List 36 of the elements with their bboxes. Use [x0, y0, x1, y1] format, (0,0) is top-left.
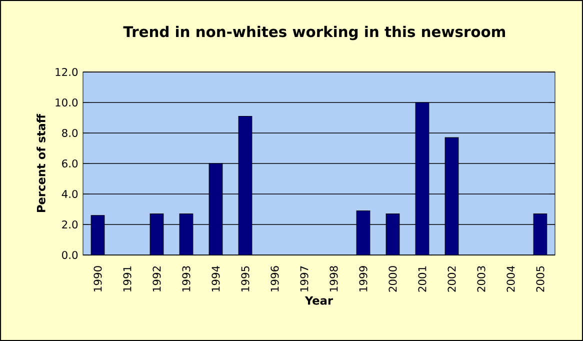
bar [533, 214, 548, 255]
x-tick-label: 1997 [300, 266, 308, 292]
x-tick-label: 1992 [152, 266, 161, 292]
x-tick-label: 2004 [506, 266, 515, 292]
y-tick-label: 0.0 [62, 250, 78, 260]
y-axis-title: Percent of staff [36, 114, 46, 212]
y-tick-label: 6.0 [62, 159, 78, 168]
x-tick-label: 2000 [388, 266, 397, 292]
x-tick-label: 2002 [448, 266, 456, 292]
y-tick-label: 8.0 [62, 128, 78, 138]
bar [208, 163, 223, 255]
bar [356, 210, 370, 255]
bar [179, 214, 194, 255]
x-tick-label: 1996 [270, 266, 279, 292]
x-tick-label: 2005 [536, 266, 544, 292]
x-tick-label: 1999 [359, 266, 368, 292]
y-tick-label: 12.0 [56, 68, 78, 76]
x-axis-title: Year [304, 296, 334, 305]
bar [444, 137, 459, 255]
x-tick-label: 1991 [123, 266, 132, 292]
x-tick-label: 2003 [477, 266, 486, 292]
bar [150, 214, 164, 255]
x-tick-label: 2001 [418, 266, 426, 292]
y-tick-label: 2.0 [62, 220, 78, 229]
x-tick-label: 1994 [212, 266, 220, 292]
x-tick-label: 1998 [330, 266, 338, 292]
bar [90, 215, 105, 255]
x-tick-label: 1993 [182, 266, 190, 292]
bar [386, 214, 400, 255]
y-tick-label: 4.0 [62, 190, 78, 198]
bar [415, 102, 430, 255]
x-tick-label: 1990 [94, 266, 102, 292]
y-tick-label: 10.0 [56, 98, 78, 107]
x-tick-label: 1995 [241, 266, 250, 292]
chart-title: Trend in non-whites working in this newsroom [123, 26, 505, 40]
bar [238, 116, 252, 255]
